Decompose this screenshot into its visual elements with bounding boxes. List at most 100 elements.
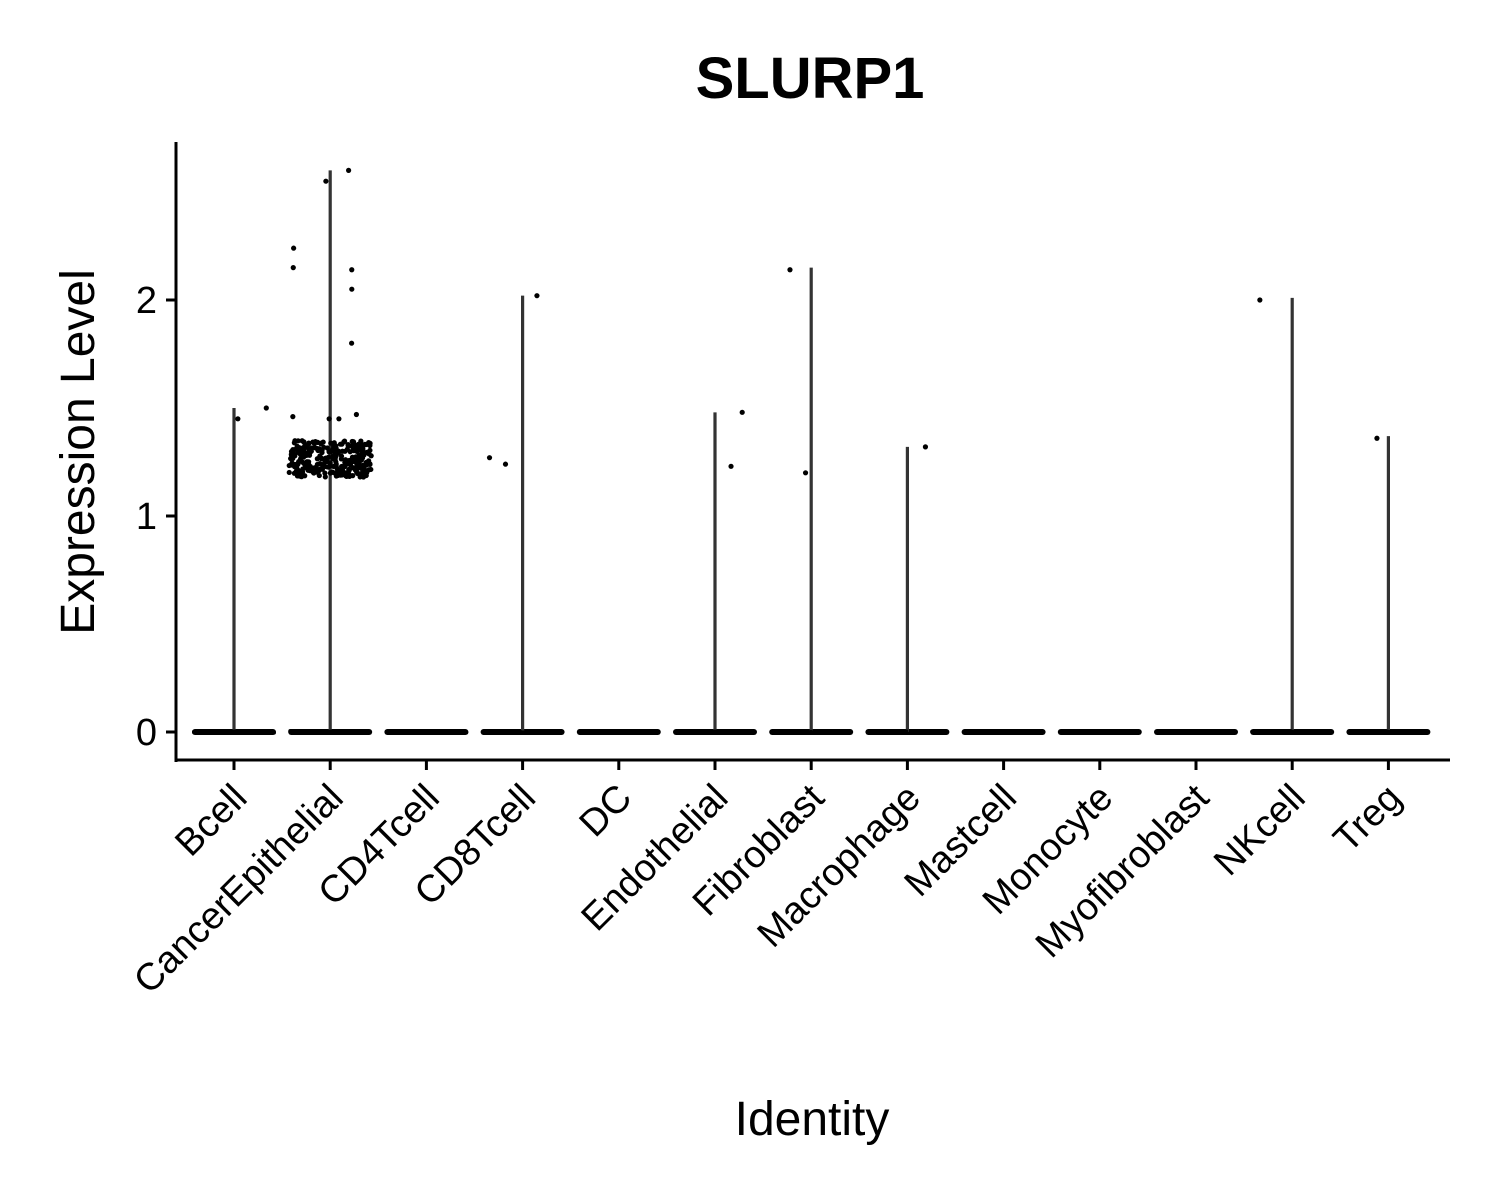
point-dense: [360, 445, 366, 452]
point-dense: [344, 461, 350, 467]
point-zero: [329, 730, 334, 735]
point-bcell: [235, 416, 241, 422]
point-zero: [969, 730, 974, 735]
point-zero: [1310, 729, 1315, 734]
point-zero: [1102, 729, 1107, 734]
point-cancerepithelial: [336, 416, 342, 422]
point-zero: [313, 730, 318, 735]
zero-points-cd4tcell: [384, 729, 469, 735]
point-cancerepithelial: [290, 414, 296, 420]
point-zero: [515, 730, 520, 735]
point-zero: [501, 729, 506, 734]
point-dense: [292, 461, 298, 468]
point-zero: [241, 729, 246, 734]
point-zero: [635, 730, 640, 735]
point-zero: [724, 730, 729, 735]
point-dense: [354, 448, 360, 455]
point-zero: [1019, 730, 1024, 735]
point-zero: [1419, 730, 1424, 735]
point-zero: [1290, 729, 1295, 734]
point-zero: [456, 729, 461, 734]
point-zero: [1321, 730, 1326, 735]
x-tick-label-treg: Treg: [1326, 777, 1410, 861]
point-zero: [817, 729, 822, 734]
point-dense: [324, 458, 330, 465]
point-zero: [775, 729, 780, 734]
chart-title: SLURP1: [696, 46, 925, 111]
point-zero: [728, 729, 733, 734]
point-zero: [307, 729, 312, 734]
point-dense: [300, 459, 306, 465]
point-zero: [205, 730, 210, 735]
point-dense: [326, 454, 332, 460]
point-zero: [829, 729, 834, 734]
point-zero: [511, 729, 516, 734]
point-zero: [781, 729, 786, 734]
point-dense: [368, 453, 374, 459]
y-ticks: 0 1 2: [136, 280, 176, 754]
point-zero: [238, 730, 243, 735]
point-zero: [801, 729, 806, 734]
point-zero: [461, 730, 466, 735]
point-zero: [976, 729, 981, 734]
x-tick-label-dc: DC: [572, 777, 641, 846]
point-dense: [346, 466, 352, 473]
point-zero: [1282, 729, 1287, 734]
point-dense: [288, 456, 294, 462]
point-zero: [321, 730, 326, 735]
point-dense: [326, 449, 332, 455]
point-zero: [910, 729, 915, 734]
point-cancerepithelial: [349, 267, 355, 273]
point-zero: [1097, 729, 1102, 734]
point-zero: [266, 730, 271, 735]
point-dense: [286, 469, 292, 476]
point-dense: [345, 443, 351, 449]
point-zero: [222, 729, 227, 734]
point-zero: [627, 730, 632, 735]
point-zero: [1172, 729, 1177, 734]
point-zero: [1387, 729, 1392, 734]
point-zero: [1107, 729, 1112, 734]
point-dense: [336, 448, 342, 454]
point-zero: [1307, 730, 1312, 735]
point-zero: [868, 730, 873, 735]
point-dense: [341, 439, 347, 445]
point-dense: [319, 449, 325, 456]
point-zero: [1064, 729, 1069, 734]
point-zero: [1157, 729, 1162, 734]
point-zero: [507, 730, 512, 735]
point-zero: [527, 729, 532, 734]
point-zero: [1190, 730, 1195, 735]
point-dense: [332, 470, 338, 476]
point-endothelial: [739, 409, 745, 415]
point-bcell: [263, 405, 269, 411]
point-zero: [1392, 730, 1397, 735]
points-group: [192, 167, 1430, 735]
point-cancerepithelial: [323, 178, 329, 184]
point-zero: [1069, 729, 1074, 734]
point-zero: [596, 730, 601, 735]
point-zero: [367, 729, 372, 734]
point-zero: [611, 730, 616, 735]
point-dense: [293, 468, 299, 474]
point-zero: [715, 730, 720, 735]
point-zero: [1176, 729, 1181, 734]
point-zero: [904, 729, 909, 734]
point-zero: [835, 730, 840, 735]
point-zero: [246, 730, 251, 735]
point-zero: [384, 730, 389, 735]
point-cancerepithelial: [291, 245, 297, 251]
point-dense: [338, 453, 345, 459]
point-zero: [1232, 730, 1237, 735]
point-zero: [431, 730, 436, 735]
x-tick-label-bcell: Bcell: [167, 777, 255, 865]
point-zero: [1180, 729, 1185, 734]
point-zero: [1130, 730, 1135, 735]
zero-points-endothelial: [677, 729, 754, 735]
point-zero: [1012, 730, 1017, 735]
point-dense: [314, 456, 320, 462]
point-zero: [549, 729, 554, 734]
point-zero: [720, 730, 725, 735]
